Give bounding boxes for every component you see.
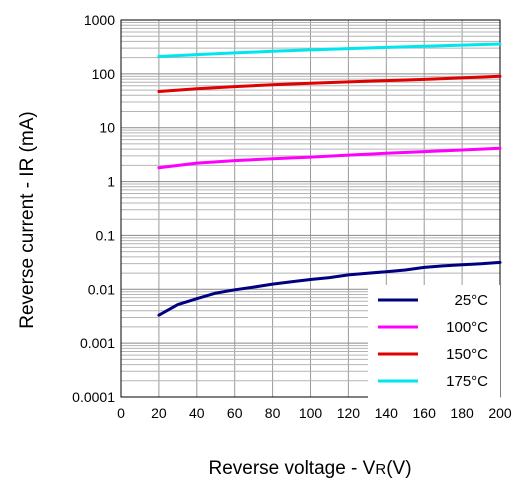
- series-line-1: [157, 260, 502, 317]
- y-tick-label: 1000: [84, 12, 115, 28]
- legend: 25°C 100°C 150°C 175°C: [368, 285, 500, 399]
- y-tick-label: 10: [99, 120, 115, 136]
- series-line-2: [157, 146, 502, 170]
- y-tick-labels: 0.0001 0.001 0.01 0.1 1 10 100 1000: [72, 12, 115, 405]
- series-line-4: [157, 42, 502, 58]
- x-axis-title-subscript: R: [375, 461, 386, 478]
- x-axis-title: Reverse voltage - VR(V): [208, 458, 411, 479]
- x-axis-title-suffix: (V): [386, 458, 411, 479]
- x-tick-label: 20: [151, 405, 167, 421]
- y-tick-label: 0.1: [96, 227, 116, 243]
- x-tick-label: 100: [299, 405, 323, 421]
- legend-label-3: 150°C: [446, 346, 488, 363]
- legend-label-4: 175°C: [446, 373, 488, 390]
- x-tick-label: 140: [375, 405, 399, 421]
- x-tick-label: 80: [265, 405, 281, 421]
- y-tick-label: 1: [107, 174, 115, 190]
- series-line-3: [157, 74, 502, 93]
- legend-label-1: 25°C: [454, 292, 488, 309]
- x-tick-label: 0: [117, 405, 125, 421]
- x-tick-label: 40: [189, 405, 205, 421]
- y-tick-label: 0.001: [80, 335, 115, 351]
- x-axis-title-main: Reverse voltage - V: [208, 458, 375, 479]
- x-tick-label: 160: [413, 405, 437, 421]
- y-tick-label: 0.01: [88, 281, 115, 297]
- x-tick-label: 120: [337, 405, 361, 421]
- y-tick-label: 100: [92, 66, 116, 82]
- x-tick-label: 60: [227, 405, 243, 421]
- x-tick-labels: 0 20 40 60 80 100 120 140 160 180 200: [117, 405, 512, 421]
- x-tick-label: 200: [488, 405, 512, 421]
- x-tick-label: 180: [450, 405, 474, 421]
- legend-label-2: 100°C: [446, 319, 488, 336]
- y-axis-title: Reverse current - IR (mA): [17, 111, 38, 328]
- plot-frame: [120, 19, 501, 398]
- series-layer: [157, 42, 502, 317]
- y-tick-label: 0.0001: [72, 389, 115, 405]
